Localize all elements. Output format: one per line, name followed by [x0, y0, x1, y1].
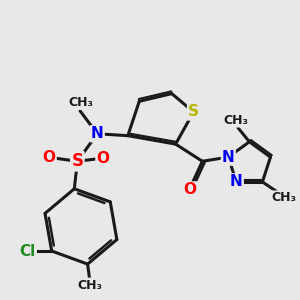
Text: CH₃: CH₃: [68, 96, 93, 109]
Text: CH₃: CH₃: [77, 279, 102, 292]
Text: O: O: [97, 151, 110, 166]
Text: CH₃: CH₃: [271, 191, 296, 204]
Text: Cl: Cl: [20, 244, 36, 259]
Text: N: N: [222, 150, 235, 165]
Text: N: N: [91, 126, 103, 141]
Text: O: O: [184, 182, 196, 197]
Text: CH₃: CH₃: [224, 113, 248, 127]
Text: S: S: [188, 104, 199, 119]
Text: O: O: [43, 150, 56, 165]
Text: N: N: [230, 174, 243, 189]
Text: S: S: [71, 152, 83, 170]
